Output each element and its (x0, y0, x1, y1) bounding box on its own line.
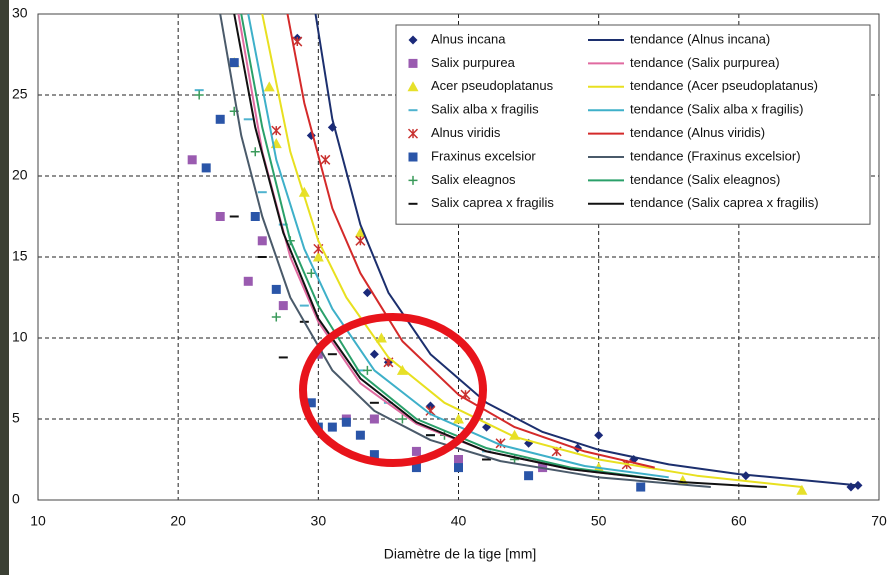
y-tick-label: 30 (12, 5, 28, 21)
point (250, 212, 260, 221)
x-axis-label: Diamètre de la tige [mm] (384, 546, 537, 562)
legend-label: Alnus incana (431, 31, 506, 46)
y-tick-label: 25 (12, 86, 28, 102)
y-tick-label: 5 (12, 410, 20, 426)
point (250, 147, 260, 157)
legend: Alnus incana Salix purpurea Acer pseudopla… (395, 24, 871, 225)
legend-label: tendance (Acer pseudoplatanus) (630, 78, 818, 93)
point (636, 482, 646, 492)
point (355, 430, 365, 440)
x-tick-label: 70 (871, 513, 887, 529)
legend-label: tendance (Salix eleagnos) (630, 172, 780, 187)
point (215, 212, 225, 221)
legend-label: tendance (Alnus viridis) (630, 125, 765, 140)
x-tick-label: 60 (731, 513, 747, 529)
point (524, 471, 534, 481)
point (453, 413, 464, 424)
point (369, 349, 379, 359)
trend-line (240, 14, 669, 482)
point (375, 332, 387, 343)
y-tick-label: 10 (12, 329, 28, 345)
point (292, 36, 303, 47)
legend-marker (408, 35, 418, 45)
legend-marker (408, 58, 418, 68)
point (454, 455, 463, 464)
legend-label: tendance (Salix purpurea) (630, 55, 780, 70)
trend-line (233, 14, 767, 489)
point (796, 484, 808, 495)
legend-marker (408, 175, 418, 185)
legend-label: tendance (Salix caprea x fragilis) (630, 195, 819, 210)
point (263, 81, 275, 92)
y-tick-label: 0 (12, 491, 20, 507)
point (369, 450, 379, 460)
x-tick-label: 30 (311, 513, 327, 529)
point (411, 463, 421, 473)
point (298, 186, 310, 197)
point (243, 276, 253, 286)
point (354, 227, 366, 238)
legend-box (395, 24, 871, 225)
point (362, 365, 372, 375)
point (306, 268, 316, 278)
plot-frame (37, 13, 880, 501)
legend-marker (408, 152, 418, 162)
y-tick-label: 20 (12, 167, 28, 183)
legend-label: Salix eleagnos (431, 172, 516, 187)
legend-label: tendance (Salix alba x fragilis) (630, 102, 803, 117)
legend-label: Salix caprea x fragilis (431, 195, 554, 210)
point (355, 235, 366, 246)
point (187, 155, 197, 165)
trend-line (261, 14, 803, 489)
point (271, 284, 281, 294)
x-tick-label: 20 (170, 513, 186, 529)
legend-label: Alnus viridis (431, 125, 501, 140)
point (257, 236, 267, 246)
x-tick-label: 40 (451, 513, 467, 529)
photo-edge (0, 0, 9, 575)
point (411, 446, 421, 456)
point (397, 414, 407, 424)
trend-line (219, 14, 711, 489)
point (362, 288, 372, 298)
point (369, 414, 379, 424)
x-tick-label: 50 (591, 513, 607, 529)
legend-label: Salix alba x fragilis (431, 102, 539, 117)
legend-marker (407, 81, 419, 92)
point (278, 301, 288, 311)
trend-line (314, 14, 859, 487)
point (271, 312, 281, 322)
trend-line (286, 14, 655, 469)
point (215, 114, 225, 124)
x-tick-label: 10 (30, 513, 46, 529)
point (201, 163, 211, 173)
legend-label: Acer pseudoplatanus (431, 78, 554, 93)
point (454, 463, 463, 473)
legend-label: tendance (Alnus incana) (630, 31, 770, 46)
highlight-circle (299, 313, 487, 467)
legend-label: Salix purpurea (431, 55, 516, 70)
legend-marker (407, 128, 419, 139)
trend-line (247, 14, 669, 479)
point (229, 58, 239, 68)
point (341, 417, 351, 427)
point (306, 398, 316, 408)
point (312, 251, 324, 262)
legend-label: Fraxinus excelsior (431, 148, 536, 163)
point (194, 90, 204, 100)
point (327, 422, 337, 432)
y-tick-label: 15 (12, 248, 28, 264)
point (271, 125, 282, 136)
point (594, 430, 604, 440)
legend-label: tendance (Fraxinus excelsior) (630, 148, 801, 163)
point (320, 154, 331, 165)
plot-area (187, 14, 863, 495)
